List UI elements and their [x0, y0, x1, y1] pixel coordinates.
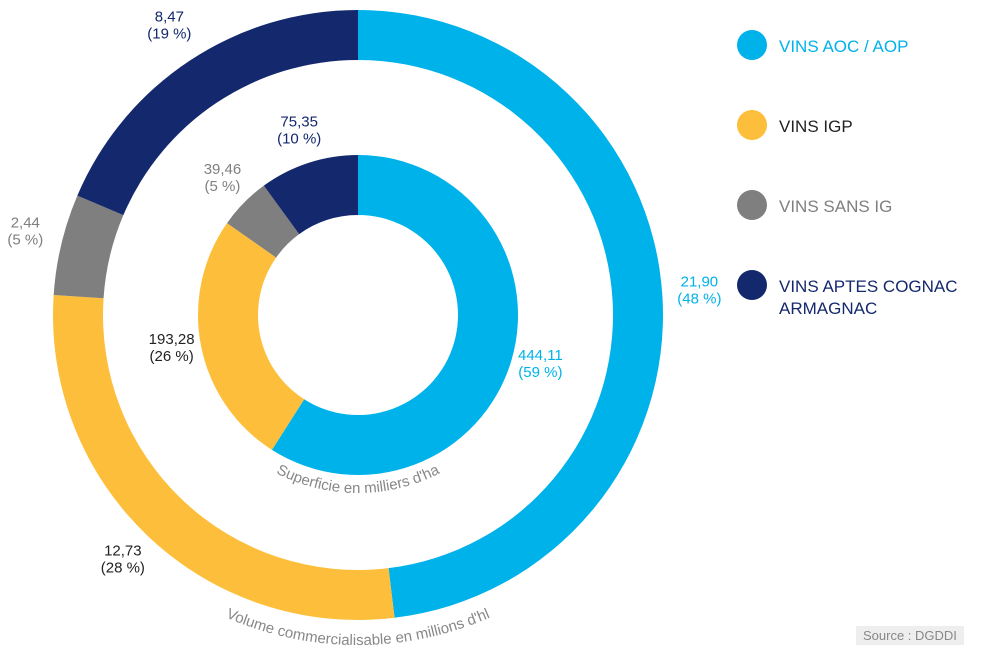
value-label: 12,73 [104, 542, 142, 559]
percent-label: (10 %) [277, 130, 321, 147]
legend-label: VINS SANS IG [779, 197, 893, 216]
percent-label: (48 %) [677, 290, 721, 307]
value-label: 39,46 [204, 161, 242, 178]
donut-segment [77, 10, 358, 216]
source: Source : DGDDI [856, 626, 964, 645]
percent-label: (19 %) [147, 26, 191, 43]
legend-swatch [737, 110, 767, 140]
value-label: 21,90 [681, 273, 719, 290]
legend-item: VINS SANS IG [737, 190, 1008, 270]
legend-label: VINS APTES COGNAC ARMAGNAC [779, 277, 958, 318]
legend-item: VINS AOC / AOP [737, 30, 1008, 110]
donut-segment [198, 223, 305, 450]
data-label: 444,11 (59 %) [518, 347, 563, 381]
donut-segment [227, 185, 300, 258]
legend-item: VINS IGP [737, 110, 1008, 190]
value-label: 193,28 [149, 331, 195, 348]
value-label: 8,47 [155, 9, 184, 26]
legend-label: VINS AOC / AOP [779, 37, 909, 56]
percent-label: (59 %) [518, 364, 562, 381]
legend-swatch [737, 190, 767, 220]
legend-item: VINS APTES COGNAC ARMAGNAC [737, 270, 1008, 350]
legend-swatch [737, 270, 767, 300]
data-label: 21,90 (48 %) [677, 273, 721, 307]
value-label: 2,44 [11, 215, 40, 232]
donut-segment [52, 295, 395, 620]
data-label: 2,44 (5 %) [7, 215, 43, 249]
data-label: 12,73 (28 %) [101, 542, 145, 576]
data-label: 39,46 (5 %) [204, 161, 242, 195]
data-label: 75,35 (10 %) [277, 113, 321, 147]
donut-segment [53, 195, 124, 299]
percent-label: (28 %) [101, 559, 145, 576]
value-label: 444,11 [518, 347, 563, 364]
donut-segment [358, 10, 663, 618]
data-label: 193,28 (26 %) [149, 331, 195, 365]
percent-label: (5 %) [7, 232, 43, 249]
percent-label: (26 %) [150, 348, 194, 365]
legend-swatch [737, 30, 767, 60]
percent-label: (5 %) [205, 178, 241, 195]
data-label: 8,47 (19 %) [147, 9, 191, 43]
value-label: 75,35 [280, 113, 318, 130]
legend-label: VINS IGP [779, 117, 853, 136]
donut-segment [271, 155, 518, 475]
donut-segment [263, 155, 358, 235]
legend: VINS AOC / AOP VINS IGP VINS SANS IG VINS A… [737, 30, 1008, 350]
